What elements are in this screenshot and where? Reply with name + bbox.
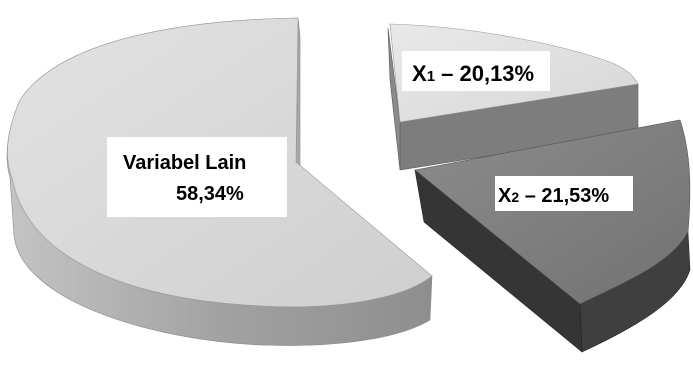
slice-x2-top [414,119,691,305]
slice-x1 [387,23,639,171]
slice-variabel-lain [6,17,433,346]
label-x1: X1 – 20,13% [412,61,534,86]
label-box-variabel-lain [107,137,287,217]
slice-x2 [414,119,691,353]
label-box-x1 [402,51,550,91]
slice-x1-cut [387,27,401,171]
label-variabel-lain: Variabel Lain [123,152,246,174]
label-x2: X2 – 21,53% [498,185,609,207]
label-variabel-lain-value: 58,34% [176,183,244,205]
label-box-x2 [495,176,633,211]
